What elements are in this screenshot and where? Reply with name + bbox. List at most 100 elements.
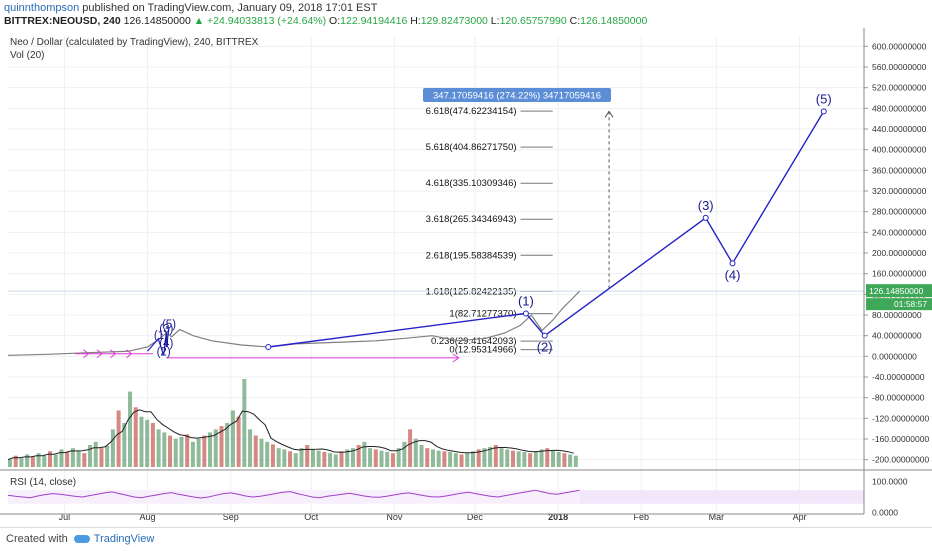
low-value: 120.65757990 [499,15,567,27]
small-wave-line [147,327,170,356]
volume-bar [133,407,138,467]
volume-bar [196,438,201,467]
volume-bar [516,451,521,467]
current-price-label: 126.14850000 [869,286,924,296]
volume-bar [425,448,430,467]
volume-bar [173,438,178,467]
volume-bar [230,410,235,467]
volume-bar [396,448,401,467]
volume-bar [419,445,424,467]
y-tick-label: 400.00000000 [872,145,927,155]
pink-arrow-head [452,353,460,363]
last-price: 126.14850000 [123,15,191,27]
wave-label: (2) [157,346,171,358]
chart-header: quinnthompson published on TradingView.c… [0,0,932,28]
published-text: published on TradingView.com, January 09… [82,2,378,14]
volume-bar [110,429,115,467]
y-tick-label: -120.00000000 [872,413,929,423]
y-tick-label: 0.00000000 [872,351,917,361]
volume-bar [105,445,110,467]
rsi-line [7,489,580,499]
volume-bar [122,423,127,467]
wave-point [702,214,709,221]
y-tick-label: -200.00000000 [872,455,929,465]
volume-bar [390,453,395,467]
x-tick-label: Jul [59,512,71,522]
volume-bar [310,449,315,467]
volume-bar [99,448,104,467]
tradingview-brand[interactable]: TradingView [93,533,155,545]
footer: Created with TradingView [0,527,932,551]
fib-level-label: 0.236(29.41642093) [431,336,517,347]
wave-label: (5) [162,319,176,331]
volume-bar [550,450,555,467]
volume-bar [8,459,13,467]
volume-bar [499,448,504,467]
wave-point [729,260,736,267]
volume-bar [368,448,373,467]
volume-bar [562,453,567,467]
x-tick-label: Sep [223,512,239,522]
y-tick-label: -40.00000000 [872,372,925,382]
wave-label: (1) [518,293,534,308]
volume-bar [82,453,87,467]
volume-bar [48,451,53,467]
volume-bar [385,451,390,467]
tradingview-logo-icon [73,535,90,543]
volume-bar [442,451,447,467]
wave-label: (4) [725,267,741,282]
measure-label: 347.17059416 (274.22%) 34717059416 [433,91,601,102]
close-label: C: [569,15,581,27]
volume-bar [533,451,538,467]
created-with-text: Created with [6,533,68,545]
volume-bar [213,429,218,467]
wave-point [820,108,827,115]
volume-bar [339,451,344,467]
volume-bar [202,435,207,467]
x-tick-label: Dec [467,512,484,522]
volume-bar [345,449,350,467]
volume-bar [276,448,281,467]
volume-bar [190,441,195,467]
y-tick-label: 560.00000000 [872,62,927,72]
y-tick-label: 440.00000000 [872,124,927,134]
author-link[interactable]: quinnthompson [4,2,80,14]
legend-volume: Vol (20) [10,50,44,61]
close-value: 126.14850000 [580,15,648,27]
measure-box-bg [423,88,611,102]
volume-bar [236,416,241,467]
volume-bar [482,448,487,467]
measure-arrow [604,110,614,118]
volume-bar [19,458,24,467]
y-tick-label: 520.00000000 [872,83,927,93]
rsi-tick-label: 0.0000 [872,507,898,517]
volume-bar [488,446,493,467]
x-tick-label: 2018 [548,512,568,522]
volume-bar [179,436,184,467]
volume-bar [53,454,58,467]
pink-chevron [110,349,117,359]
price-label-bg [866,284,932,298]
volume-bar [568,454,573,467]
fib-level-label: 3.618(265.34346943) [426,214,517,225]
volume-bar [430,449,435,467]
volume-bar [408,429,413,467]
volume-bar [282,449,287,467]
volume-bar [25,454,30,467]
open-label: O: [329,15,341,27]
x-tick-label: Oct [304,512,319,522]
price-chart[interactable]: 6.618(474.62234154) 5.618(404.86271750) 4.… [0,28,932,526]
volume-bar [305,445,310,467]
volume-bar [139,416,144,467]
wave-point [265,344,272,351]
y-tick-label: 160.00000000 [872,269,927,279]
wave-label: (2) [537,340,553,355]
wave-label: (3) [159,324,173,336]
symbol-label: BITTREX:NEOUSD, 240 [4,15,121,27]
fib-extension: 6.618(474.62234154) 5.618(404.86271750) 4.… [8,88,864,356]
volume-bar [299,448,304,467]
volume-bars [7,379,578,467]
volume-bar [539,449,544,467]
y-tick-label: 280.00000000 [872,207,927,217]
y-tick-label: 40.00000000 [872,331,922,341]
